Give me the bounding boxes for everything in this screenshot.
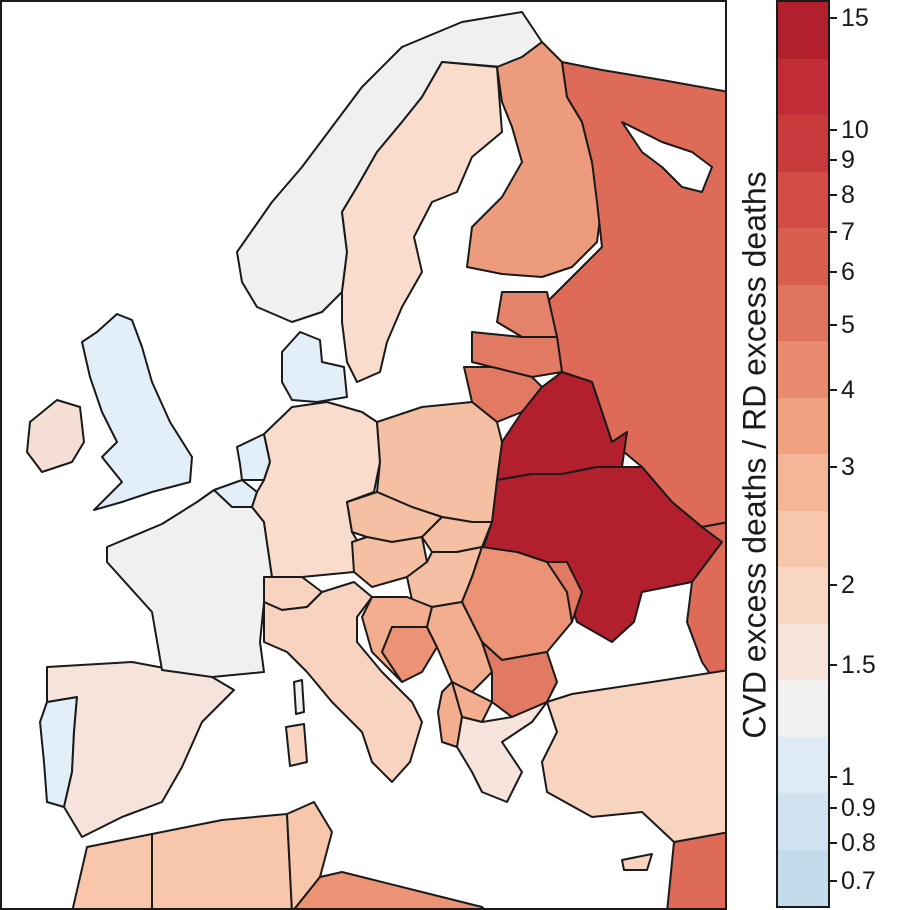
tick-label: 2 (841, 571, 855, 599)
color-scale-band (778, 623, 828, 681)
country-libya (293, 871, 485, 908)
country-tunisia (286, 801, 333, 908)
tick-label: 15 (841, 4, 869, 32)
country-bosnia (381, 626, 438, 683)
tick-mark (829, 842, 837, 844)
country-sweden (341, 61, 503, 383)
color-scale-band (778, 115, 828, 173)
tick-label: 7 (841, 218, 855, 246)
color-scale-band (778, 736, 828, 794)
tick-mark (829, 584, 837, 586)
color-scale-band (778, 397, 828, 455)
tick-label: 1.5 (841, 651, 876, 679)
tick-mark (829, 807, 837, 809)
color-scale-band (778, 793, 828, 851)
color-scale-band (778, 171, 828, 229)
tick-mark (829, 159, 837, 161)
tick-label: 5 (841, 311, 855, 339)
country-ireland (26, 399, 85, 473)
tick-mark (829, 466, 837, 468)
country-morocco (71, 833, 153, 908)
country-cyprus (621, 853, 653, 871)
tick-label: 0.8 (841, 829, 876, 857)
tick-label: 10 (841, 116, 869, 144)
color-scale-band (778, 510, 828, 568)
legend-title-text: CVD excess deaths / RD excess deaths (736, 171, 773, 739)
tick-label: 6 (841, 258, 855, 286)
tick-mark (829, 664, 837, 666)
tick-mark (829, 776, 837, 778)
country-france (106, 489, 273, 678)
tick-label: 3 (841, 453, 855, 481)
europe-map (26, 11, 725, 908)
country-syria (666, 831, 725, 908)
country-corsica (293, 679, 305, 715)
tick-mark (829, 194, 837, 196)
country-algeria (151, 813, 293, 908)
tick-mark (829, 17, 837, 19)
color-scale-band (778, 680, 828, 738)
color-scale-band (778, 58, 828, 116)
country-uk (81, 313, 193, 511)
color-scale-band (778, 567, 828, 625)
tick-mark (829, 231, 837, 233)
color-scale-band (778, 284, 828, 342)
color-scale-band (778, 454, 828, 512)
tick-label: 8 (841, 181, 855, 209)
tick-mark (829, 324, 837, 326)
lake-white-sea (621, 121, 713, 193)
color-scale-band (778, 849, 828, 906)
country-moldova (546, 561, 583, 623)
tick-mark (829, 389, 837, 391)
tick-mark (829, 129, 837, 131)
tick-mark (829, 880, 837, 882)
tick-label: 0.7 (841, 867, 876, 895)
color-scale-band (778, 341, 828, 399)
country-greece (456, 701, 548, 803)
tick-label: 0.9 (841, 794, 876, 822)
country-latvia (471, 331, 563, 378)
country-denmark (281, 331, 348, 403)
tick-label: 4 (841, 376, 855, 404)
map-panel (0, 0, 727, 910)
tick-label: 9 (841, 146, 855, 174)
tick-mark (829, 271, 837, 273)
country-italy (263, 581, 423, 783)
color-scale-band (778, 228, 828, 286)
color-scale-band (778, 2, 828, 60)
country-turkey (541, 669, 725, 843)
country-spain (46, 661, 235, 838)
country-sardinia (285, 723, 308, 767)
country-estonia (496, 291, 558, 338)
color-scale-bar (776, 0, 830, 908)
tick-label: 1 (841, 763, 855, 791)
